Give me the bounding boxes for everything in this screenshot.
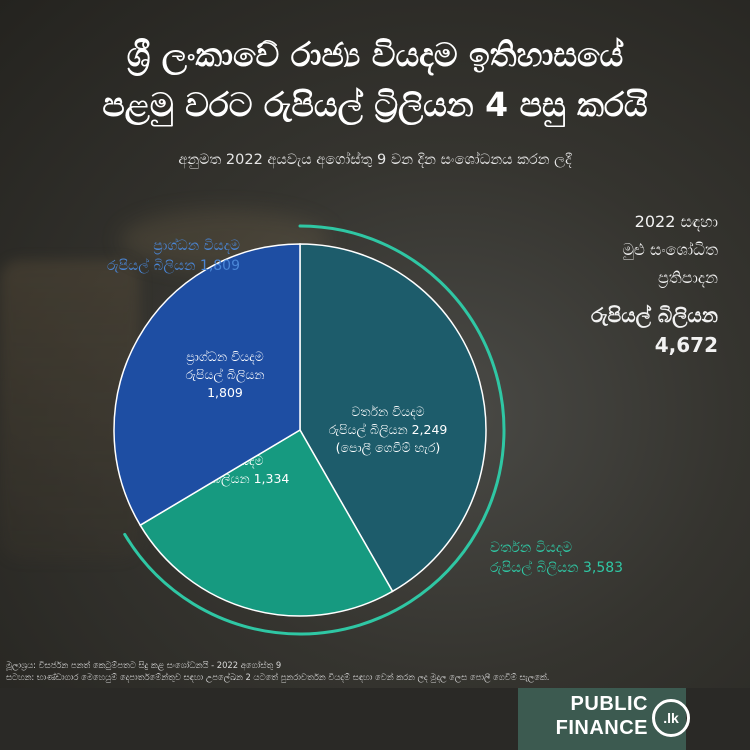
bottom-strip-right xyxy=(686,688,750,750)
callout-capital-line-2: රුපියල් බිලියන 1,809 xyxy=(106,258,240,274)
callout-capital: ප්‍රාග්ධන වියදම රුපියල් බිලියන 1,809 xyxy=(40,236,240,276)
source-footer: මූලාශ්‍රය: විසර්ජන පනත් කෙටුම්පතට සිදු ක… xyxy=(6,659,746,683)
footer-note: සටහන: භාණ්ඩාගාර මෙහෙයුම් දෙපාර්තමේන්තුව … xyxy=(6,672,550,682)
pie-label-line: රුපියල් බිලියන xyxy=(185,367,265,383)
pie-label-capital: ප්‍රාග්ධන වියදම රුපියල් බිලියන 1,809 xyxy=(185,349,265,400)
total-amount-label: රුපියල් බිලියන xyxy=(590,303,718,327)
total-amount: රුපියල් බිලියන 4,672 xyxy=(548,300,718,360)
callout-capital-line-1: ප්‍රාග්ධන වියදම xyxy=(153,238,240,254)
title-line-2: පළමු වරට රුපියල් ට්‍රිලියන 4 පසු කරයි xyxy=(102,85,648,124)
callout-recurrent-line-1: වර්තන වියදම xyxy=(490,540,573,556)
callout-recurrent: වර්තන වියදම රුපියල් බිලියන 3,583 xyxy=(490,538,690,578)
pie-label-recurrent: වර්තන වියදම රුපියල් බිලියන 2,249 (පොලී ගෙව… xyxy=(329,404,448,456)
pie-label-line: 1,809 xyxy=(207,385,243,400)
bottom-strip xyxy=(0,688,518,750)
total-line-1: 2022 සඳහා xyxy=(634,212,718,231)
footer-source: මූලාශ්‍රය: විසර්ජන පනත් කෙටුම්පතට සිදු ක… xyxy=(6,660,282,670)
total-line-2: මුළු සංශෝධිත xyxy=(622,240,718,259)
logo-line-1: PUBLIC xyxy=(570,693,648,715)
callout-recurrent-line-2: රුපියල් බිලියන 3,583 xyxy=(490,560,624,576)
publicfinance-logo: PUBLIC FINANCE xyxy=(528,692,648,740)
total-allocation: 2022 සඳහා මුළු සංශෝධිත ප්‍රතිපාදන රුපියල… xyxy=(548,208,718,360)
page-title: ශ්‍රී ලංකාවේ රාජ්‍ය වියදම ඉතිහාසයේ පළමු … xyxy=(0,30,750,130)
title-line-1: ශ්‍රී ලංකාවේ රාජ්‍ය වියදම ඉතිහාසයේ xyxy=(126,35,624,74)
page-subtitle: අනුමත 2022 අයවැය අගෝස්තු 9 වන දින සංශෝධන… xyxy=(178,152,572,168)
pie-label-line: ප්‍රාග්ධන වියදම xyxy=(186,349,264,365)
total-amount-value: 4,672 xyxy=(654,333,718,357)
pie-label-line: රුපියල් බිලියන 2,249 xyxy=(329,422,448,438)
recurrent-total-ring xyxy=(123,224,506,636)
pie-slice-recurrent xyxy=(299,243,487,593)
logo-badge: .lk xyxy=(652,699,690,737)
pie-label-line: වර්තන වියදම xyxy=(351,404,424,420)
total-line-3: ප්‍රතිපාදන xyxy=(657,268,718,287)
pie-label-line: (පොලී ගෙවීම් හැර) xyxy=(336,440,441,456)
pie-slice-capital xyxy=(113,243,301,527)
logo-line-2: FINANCE xyxy=(555,717,648,739)
pie-slice-interest xyxy=(139,428,394,617)
